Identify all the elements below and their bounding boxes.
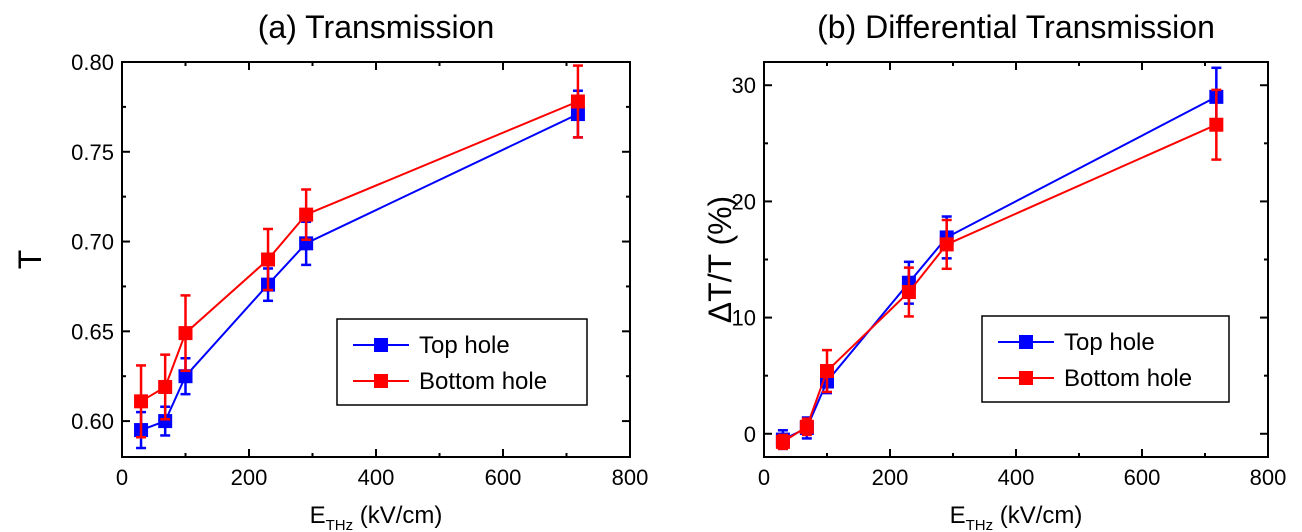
x-tick-label: 0 <box>116 465 128 490</box>
legend-box <box>981 315 1230 403</box>
data-point <box>261 252 276 267</box>
legend-marker <box>1019 371 1033 385</box>
legend: Top hole Bottom hole <box>981 315 1230 403</box>
y-axis-label: ΔT/T (%) <box>702 196 738 323</box>
panel-a: (a) Transmission 0 200 400 600 800 0.60 0.65 0.7… <box>12 9 648 532</box>
data-point <box>820 364 834 379</box>
x-axis-label-unit: (kV/cm) <box>353 502 442 529</box>
data-point <box>939 237 954 252</box>
y-tick-label: 0.65 <box>71 319 114 344</box>
legend-label: Bottom hole <box>1064 365 1192 392</box>
legend-label: Bottom hole <box>419 368 547 395</box>
legend-marker <box>1019 335 1033 349</box>
data-point <box>299 207 314 222</box>
y-tick-label: 20 <box>732 189 756 214</box>
y-tick-label: 30 <box>732 73 756 98</box>
x-axis-label: ETHz (kV/cm) <box>310 502 443 532</box>
x-axis-label-sub: THz <box>966 517 994 532</box>
y-axis-label: T <box>12 250 48 270</box>
x-axis-label-main: E <box>310 502 326 529</box>
y-tick-label: 10 <box>732 306 756 331</box>
y-tick-label: 0.70 <box>71 230 114 255</box>
y-tick-label: 0.80 <box>71 50 114 75</box>
data-point <box>799 419 814 434</box>
y-tick-label: 0.75 <box>71 140 114 165</box>
legend-marker <box>374 338 388 352</box>
x-axis-label-unit: (kV/cm) <box>993 502 1082 529</box>
data-point <box>158 414 173 429</box>
y-tick-label: 0 <box>744 422 756 447</box>
chart-title: (b) Differential Transmission <box>817 9 1215 45</box>
y-tick-label: 0.60 <box>71 409 114 434</box>
legend-label: Top hole <box>419 332 510 359</box>
data-point <box>775 434 790 449</box>
x-tick-label: 400 <box>358 465 395 490</box>
x-tick-label: 600 <box>1124 465 1161 490</box>
data-point <box>178 326 193 341</box>
series-bottom-hole <box>134 64 585 439</box>
x-tick-label: 800 <box>1250 465 1287 490</box>
x-tick-label: 400 <box>998 465 1035 490</box>
legend: Top hole Bottom hole <box>336 318 588 406</box>
chart-title: (a) Transmission <box>258 9 495 45</box>
x-tick-label: 0 <box>758 465 770 490</box>
data-point <box>1209 117 1224 132</box>
x-axis-label-main: E <box>950 502 966 529</box>
x-tick-label: 600 <box>485 465 522 490</box>
x-tick-label: 200 <box>872 465 909 490</box>
data-point <box>134 394 149 409</box>
series-bottom-hole <box>775 88 1224 451</box>
x-tick-label: 800 <box>612 465 649 490</box>
legend-box <box>336 318 588 406</box>
legend-label: Top hole <box>1064 329 1155 356</box>
legend-marker <box>374 374 388 388</box>
x-axis-label: ETHz (kV/cm) <box>950 502 1083 532</box>
data-point <box>158 379 173 394</box>
x-axis-label-sub: THz <box>326 517 354 532</box>
data-point <box>570 94 585 109</box>
data-point <box>901 285 916 300</box>
x-tick-label: 200 <box>231 465 268 490</box>
data-point <box>178 369 193 384</box>
